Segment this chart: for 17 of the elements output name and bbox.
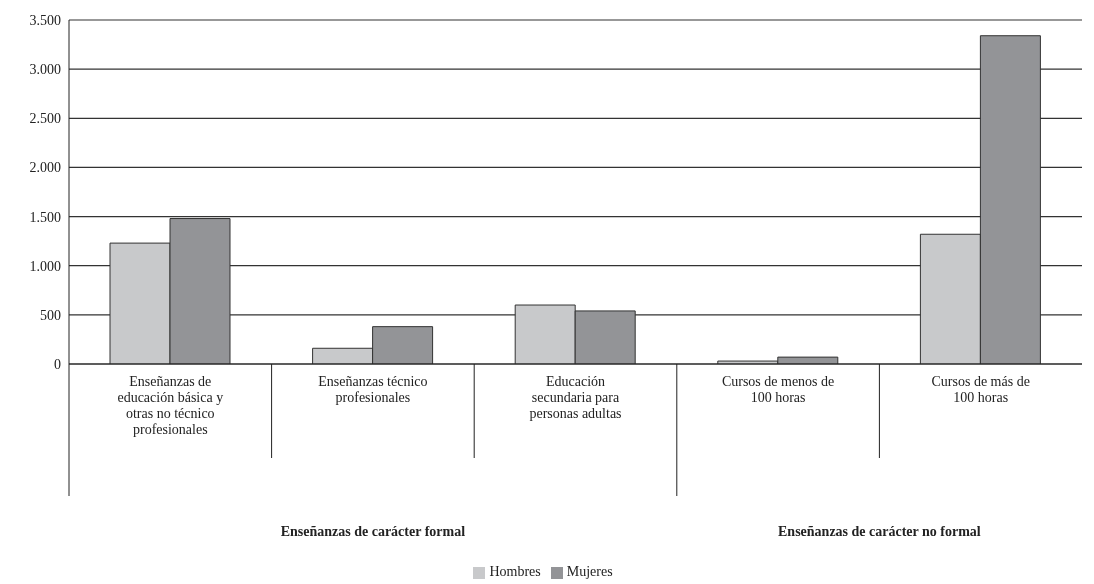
- x-tick-label: Enseñanzas de educación básica y otras no técnico profesionales: [117, 374, 224, 437]
- legend-label: Mujeres: [566, 564, 613, 579]
- y-tick-label: 2.500: [29, 111, 61, 127]
- x-tick-label: Cursos de más de 100 horas: [931, 374, 1030, 405]
- y-tick-label: 500: [40, 307, 61, 323]
- y-tick-label: 1.500: [29, 209, 61, 225]
- x-tick-label: Enseñanzas técnico profesionales: [318, 374, 428, 405]
- y-tick-label: 3.500: [29, 12, 61, 28]
- x-tick-label: Educación secundaria para personas adultas: [529, 374, 622, 421]
- y-tick-label: 1.000: [29, 258, 61, 274]
- x-tick-label: Cursos de menos de 100 horas: [721, 374, 835, 405]
- y-tick-label: 3.000: [29, 62, 61, 78]
- y-tick-label: 2.000: [29, 160, 61, 176]
- y-tick-label: 0: [54, 356, 61, 372]
- legend-label: Hombres: [489, 564, 541, 579]
- text: Enseñanzas de carácter no formal: [778, 524, 981, 539]
- text: Enseñanzas de carácter formal: [280, 524, 466, 539]
